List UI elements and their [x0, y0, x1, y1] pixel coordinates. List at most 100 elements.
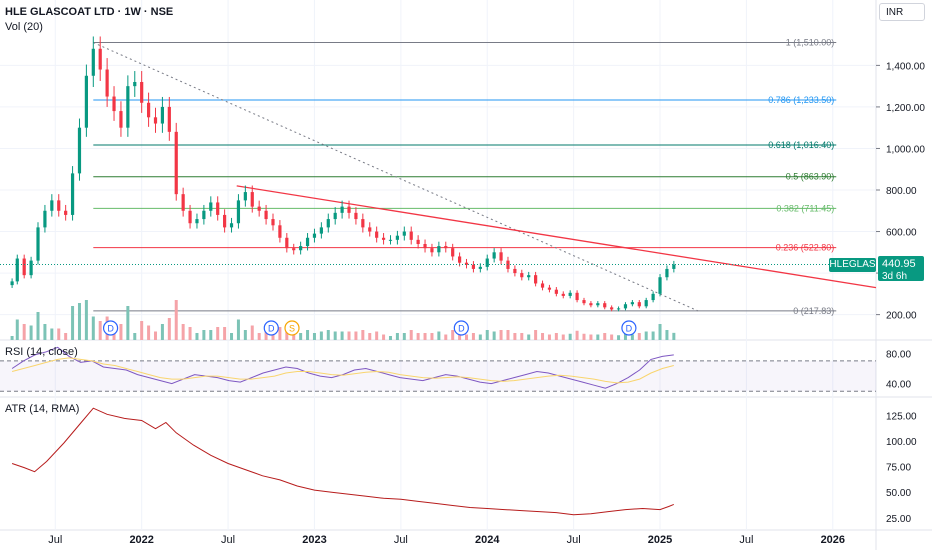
- volume-bar: [333, 331, 337, 340]
- rsi-line: [11, 346, 674, 389]
- candle-body: [672, 264, 676, 269]
- y-tick-label: 200.00: [886, 311, 917, 322]
- candle-body: [451, 248, 455, 257]
- volume-bar: [471, 333, 475, 340]
- candle-body: [630, 302, 634, 305]
- candle-body: [471, 264, 476, 269]
- candle-body: [250, 192, 254, 207]
- volume-bar: [264, 330, 268, 340]
- volume-bar: [520, 333, 524, 340]
- volume-bar: [98, 321, 102, 340]
- x-tick-label: 2022: [129, 534, 153, 546]
- x-tick-label: 2026: [821, 534, 845, 546]
- volume-bar: [57, 328, 61, 340]
- candle-body: [457, 256, 462, 263]
- volume-bar: [195, 333, 199, 340]
- candle-body: [133, 82, 137, 87]
- symbol-title[interactable]: HLE GLASCOAT LTD · 1W · NSE: [5, 6, 174, 18]
- x-tick-label: Jul: [739, 534, 753, 546]
- candle-body: [575, 292, 579, 301]
- candle-body: [299, 246, 303, 251]
- atr-line: [11, 407, 674, 516]
- volume-bar: [188, 327, 192, 340]
- y-tick-label: 800.00: [886, 186, 917, 197]
- candle-body: [202, 210, 206, 220]
- volume-bar: [209, 330, 213, 340]
- x-tick-label: 2024: [475, 534, 500, 546]
- volume-bar: [444, 334, 448, 340]
- volume-bar: [84, 300, 88, 340]
- candle-body: [637, 302, 641, 307]
- currency-button[interactable]: INR: [879, 3, 925, 21]
- candle-body: [243, 192, 247, 201]
- event-marker-label: D: [268, 324, 275, 334]
- volume-bar: [147, 325, 151, 340]
- volume-bar: [506, 330, 510, 340]
- candle-body: [361, 219, 365, 228]
- candle-body: [181, 194, 185, 211]
- volume-bar: [499, 330, 503, 340]
- candle-body: [15, 258, 19, 282]
- volume-bar: [644, 331, 648, 340]
- volume-bar: [492, 331, 496, 340]
- event-marker-circle: [621, 320, 637, 336]
- volume-bar: [596, 334, 600, 340]
- candle-body: [478, 266, 482, 269]
- candle-body: [305, 237, 310, 247]
- volume-bar: [285, 328, 289, 340]
- volume-bar: [554, 333, 558, 340]
- candle-body: [326, 219, 330, 228]
- candle-body: [644, 300, 648, 307]
- candle-body: [77, 127, 82, 174]
- volume-bar: [603, 333, 607, 340]
- candle-body: [57, 200, 61, 211]
- volume-bar: [154, 331, 158, 340]
- volume-bar: [623, 333, 627, 340]
- candle-body: [623, 304, 628, 309]
- candle-body: [160, 106, 165, 124]
- volume-bar: [430, 333, 434, 340]
- x-tick-label: Jul: [48, 534, 62, 546]
- volume-bar: [368, 333, 372, 340]
- y-tick-label: 600.00: [886, 228, 917, 239]
- volume-bar: [382, 334, 386, 340]
- candle-body: [520, 273, 524, 278]
- y-tick-label: 1,000.00: [886, 144, 925, 155]
- volume-bar: [126, 306, 130, 340]
- volume-bar: [340, 331, 344, 340]
- volume-bar: [388, 336, 392, 340]
- candle-body: [464, 262, 469, 265]
- volume-bar: [665, 330, 669, 340]
- x-tick-label: Jul: [221, 534, 235, 546]
- x-tick-label: 2023: [302, 534, 326, 546]
- candle-body: [292, 248, 296, 251]
- atr-tick-label: 75.00: [886, 463, 911, 474]
- atr-pane-label[interactable]: ATR (14, RMA): [5, 403, 80, 415]
- fib-level-label: 1 (1,510.00): [786, 38, 835, 48]
- rsi-pane-label[interactable]: RSI (14, close): [5, 346, 78, 358]
- candle-body: [368, 227, 372, 232]
- candle-body: [223, 214, 227, 228]
- candle-body: [91, 48, 95, 76]
- candle-body: [153, 117, 158, 124]
- candle-body: [499, 252, 503, 261]
- volume-bar: [77, 303, 81, 340]
- candle-body: [658, 277, 662, 294]
- bar-countdown: 3d 6h: [882, 271, 908, 282]
- volume-bar: [589, 334, 593, 340]
- volume-bar: [610, 334, 614, 340]
- volume-bar: [292, 334, 296, 340]
- volume-bar: [174, 300, 178, 340]
- candle-body: [347, 206, 351, 213]
- volume-bar: [133, 333, 137, 340]
- volume-bar: [651, 331, 655, 340]
- volume-bar: [672, 332, 676, 340]
- candle-body: [589, 303, 593, 306]
- candle-body: [140, 82, 144, 103]
- candle-body: [561, 293, 565, 296]
- event-marker-circle: [453, 320, 469, 336]
- volume-bar: [617, 335, 621, 340]
- volume-bar: [119, 324, 123, 340]
- volume-bar: [36, 312, 40, 340]
